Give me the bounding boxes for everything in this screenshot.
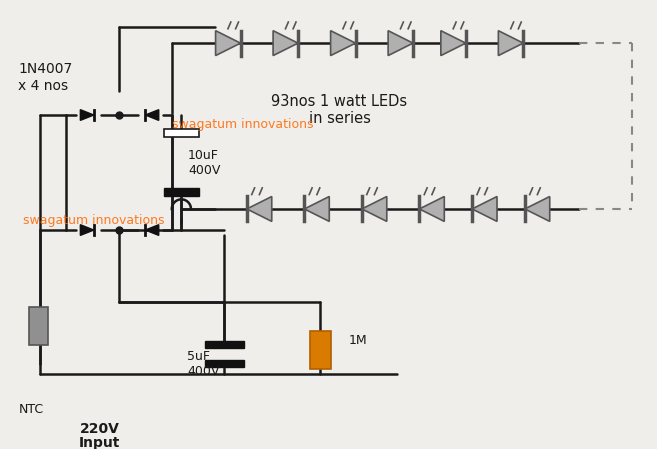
Polygon shape [80, 110, 94, 120]
Bar [206, 361, 244, 367]
Polygon shape [525, 197, 550, 221]
Text: 1M: 1M [349, 334, 368, 347]
Polygon shape [472, 197, 497, 221]
Text: 5uF
400V: 5uF 400V [187, 350, 219, 378]
Polygon shape [388, 31, 413, 56]
Polygon shape [362, 197, 387, 221]
Polygon shape [499, 31, 523, 56]
Polygon shape [441, 31, 466, 56]
Polygon shape [419, 197, 444, 221]
Polygon shape [145, 224, 159, 235]
Polygon shape [273, 31, 298, 56]
Text: 220V: 220V [80, 422, 120, 436]
Polygon shape [145, 110, 159, 120]
Polygon shape [80, 224, 94, 235]
Bar [164, 188, 198, 196]
Text: 1N4007
x 4 nos: 1N4007 x 4 nos [18, 62, 73, 92]
Bar [310, 331, 331, 369]
Text: NTC: NTC [18, 403, 43, 416]
Text: 93nos 1 watt LEDs
in series: 93nos 1 watt LEDs in series [271, 94, 407, 127]
Bar [29, 307, 48, 345]
Polygon shape [215, 31, 240, 56]
Text: swagatum innovations: swagatum innovations [23, 214, 165, 227]
Bar [164, 129, 198, 137]
Polygon shape [304, 197, 329, 221]
Text: Input: Input [79, 436, 121, 449]
Text: swagatum innovations: swagatum innovations [171, 118, 313, 131]
Text: 10uF
400V: 10uF 400V [188, 149, 221, 177]
Polygon shape [247, 197, 272, 221]
Bar [206, 341, 244, 348]
Polygon shape [330, 31, 355, 56]
